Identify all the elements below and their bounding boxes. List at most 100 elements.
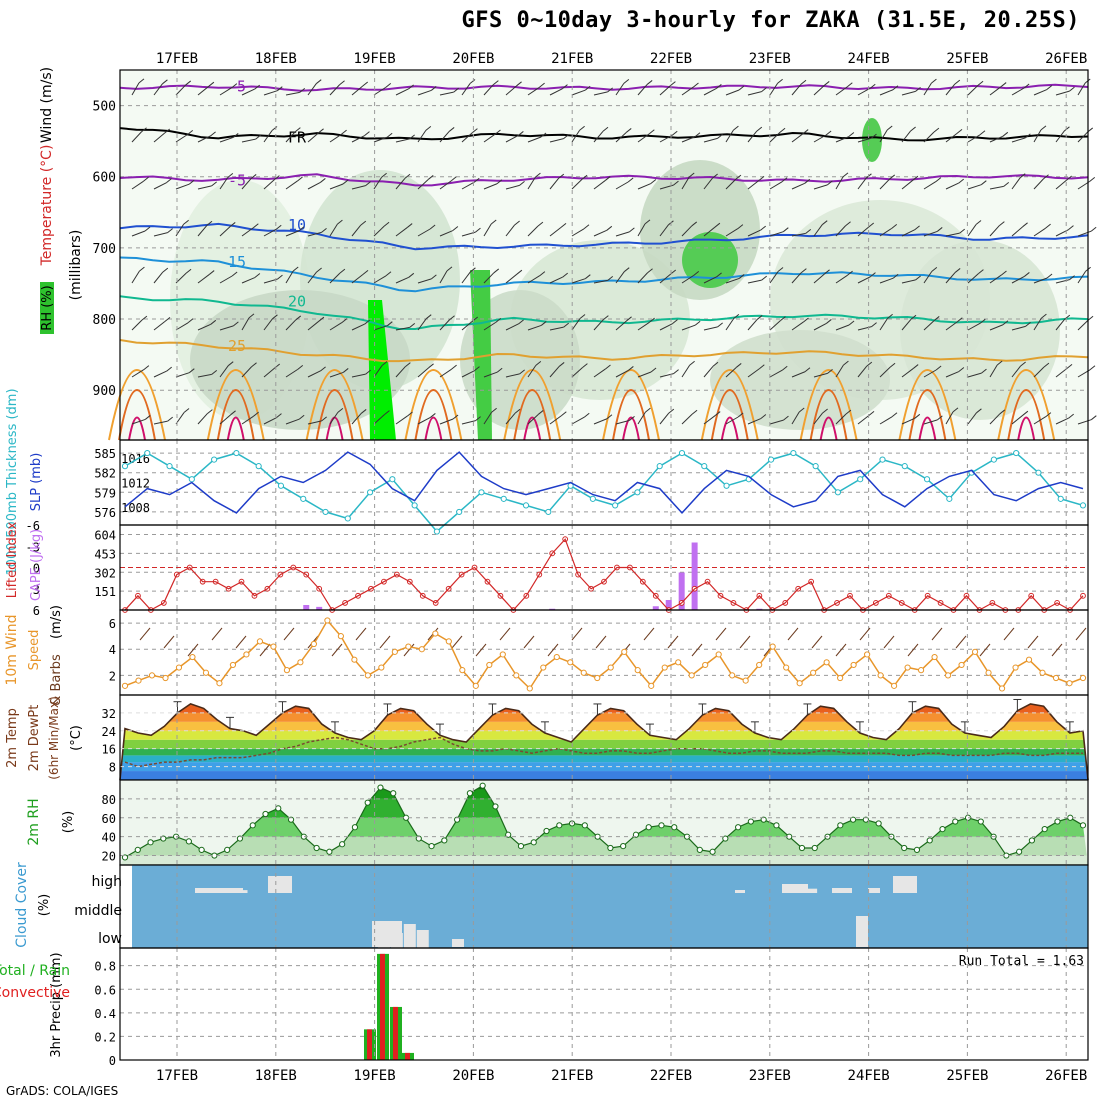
wind-barb-flag [801,268,807,273]
wind-barb [1011,177,1021,190]
wind-barb-flag [470,267,476,273]
ytick-label-pressure: 600 [93,171,116,186]
cape-bar [652,606,659,610]
wind10m-barb [283,627,295,641]
wind-barb [857,365,868,378]
wind-barb-flag [365,369,372,375]
wind-barb [483,133,496,143]
wind-barb-flag [868,222,875,228]
wind-barb [923,419,938,425]
wind-barb-flag [843,360,849,366]
wind-barb [571,367,583,378]
ylabel-rh2m: 2m RH [26,798,42,845]
ytick-label-li: 6 [33,604,40,618]
wind-barb-flag [185,268,192,274]
wind-barb [703,226,716,237]
wind-barb [835,274,848,284]
wind-speed-point [148,672,156,679]
wind-barb-flag [229,222,236,227]
wind-speed-point [283,667,291,674]
wind-barb [615,231,630,237]
thickness-point [946,495,953,502]
surface-isotherm [424,416,443,441]
wind-barb [505,373,520,378]
wind-barb-flag [733,125,739,131]
wind-barb-flag [535,172,541,178]
wind-barb [659,134,673,143]
wind-speed-point [607,664,614,671]
thickness-point [433,528,441,535]
wind-speed-point [270,643,277,650]
wind-barb-flag [606,414,613,420]
wind-barb [461,271,471,284]
wind-barb-flag [803,317,809,323]
wind-barb-flag [187,129,194,135]
cape-bar [316,606,323,610]
temp-band [120,703,1088,704]
wind-barb [197,85,210,96]
wind10m-barb [715,627,727,641]
rh-point [1054,818,1061,825]
wind-speed-point [391,648,398,655]
rh-moist-area [470,270,492,440]
thickness-point [634,489,641,496]
wind10m-barb [859,627,871,641]
thickness-point [366,489,374,496]
wind-barb [439,418,454,425]
wind-barb [615,271,625,284]
ytick-label-thickness: 576 [94,506,116,520]
wind-barb-flag [847,82,853,88]
wind-speed-point [621,648,628,655]
wind-barb-flag [914,225,920,231]
wind-barb-flag [342,368,349,373]
wind-barb-flag [1090,226,1097,232]
wind-barb-flag [342,179,349,185]
wind-barb [439,270,448,284]
wind-barb-flag [253,223,259,229]
wind-barb-flag [1024,272,1030,277]
wind-barb [527,86,540,96]
wind-barb-flag [451,364,457,370]
ylabel-rh: RH (%) [40,285,55,330]
wind-barb-flag [937,415,943,421]
wind-barb [175,322,189,331]
thickness-point [522,502,530,509]
wind-barb-flag [958,367,965,372]
thickness-point [545,508,552,516]
wind-barb [483,321,497,331]
wind-barb [417,130,427,143]
wind-barb-flag [825,130,832,136]
ytick-label-temp: 24 [102,725,116,739]
wind-barb-flag [474,366,480,372]
wind-barb [923,181,937,190]
wind-barb [219,365,229,378]
wind-barb [879,416,893,425]
thickness-point [790,449,797,457]
ylabel-dewpt: 2m DewPt [27,705,42,772]
wind-barb [219,275,233,284]
wind-barb-flag [714,411,721,416]
wind-barb-flag [779,127,786,133]
ytick-label-precip: 0.2 [94,1030,116,1044]
thickness-point [344,515,351,522]
wind-barb [725,228,739,237]
wind-barb [813,412,824,425]
wind-barb-flag [650,367,657,373]
wind-barb [1011,325,1026,331]
wind-barb [747,418,762,425]
rh-point [722,835,729,842]
surface-isotherm [216,389,255,441]
surface-isotherm [918,416,937,441]
wind-barb-flag [558,362,565,367]
wind-barb [615,369,629,378]
precip-convective-bar [367,1029,372,1060]
ylabel-wind10m: 10m Wind [4,614,20,685]
wind-barb-flag [407,411,413,417]
wind-barb-flag [628,366,634,371]
wind-barb-flag [1068,225,1074,231]
wind-barb [373,275,387,284]
wind-barb-flag [866,361,873,367]
wind-barb-flag [824,269,830,275]
wind-barb-flag [668,408,675,414]
wind-barb-flag [276,413,282,419]
